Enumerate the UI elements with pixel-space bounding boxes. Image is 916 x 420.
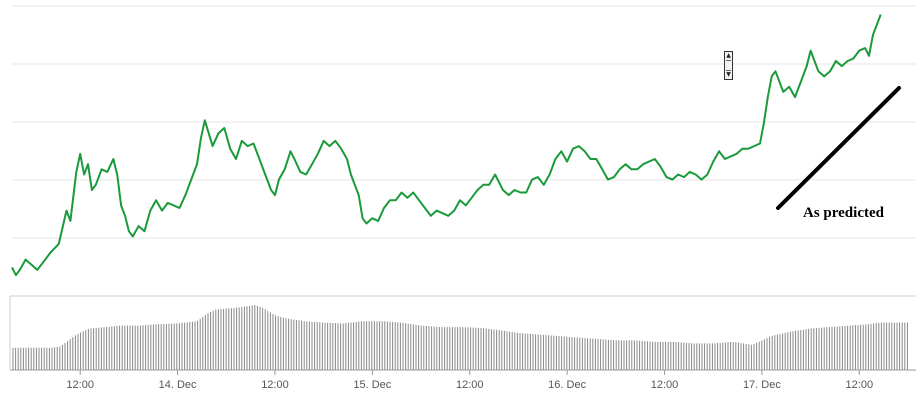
scroll-down-icon[interactable]: ▼ [726,71,731,78]
x-tick-label-0: 12:00 [66,379,94,391]
scrollbar-handle[interactable]: ▲ ▼ [724,51,733,80]
x-tick-label-4: 12:00 [456,379,484,391]
grip-icon [726,60,731,71]
series-layer [11,14,882,277]
x-tick-label-3: 15. Dec [353,379,391,391]
annotation-label: As predicted [803,205,885,221]
scroll-up-icon[interactable]: ▲ [726,52,731,59]
series-line-0 [11,14,882,277]
x-tick-label-1: 14. Dec [159,379,197,391]
x-axis-ticks: 12:00 14. Dec 12:00 15. Dec 12:00 16. Dec 12:0… [66,370,873,391]
annotation-trend-line [776,86,901,210]
gridlines [12,5,916,239]
x-tick-label-5: 16. Dec [548,379,586,391]
x-tick-label-7: 17. Dec [743,379,781,391]
x-tick-label-2: 12:00 [261,379,289,391]
x-tick-label-8: 12:00 [846,379,874,391]
x-tick-label-6: 12:00 [651,379,679,391]
volume-bars [12,305,908,370]
